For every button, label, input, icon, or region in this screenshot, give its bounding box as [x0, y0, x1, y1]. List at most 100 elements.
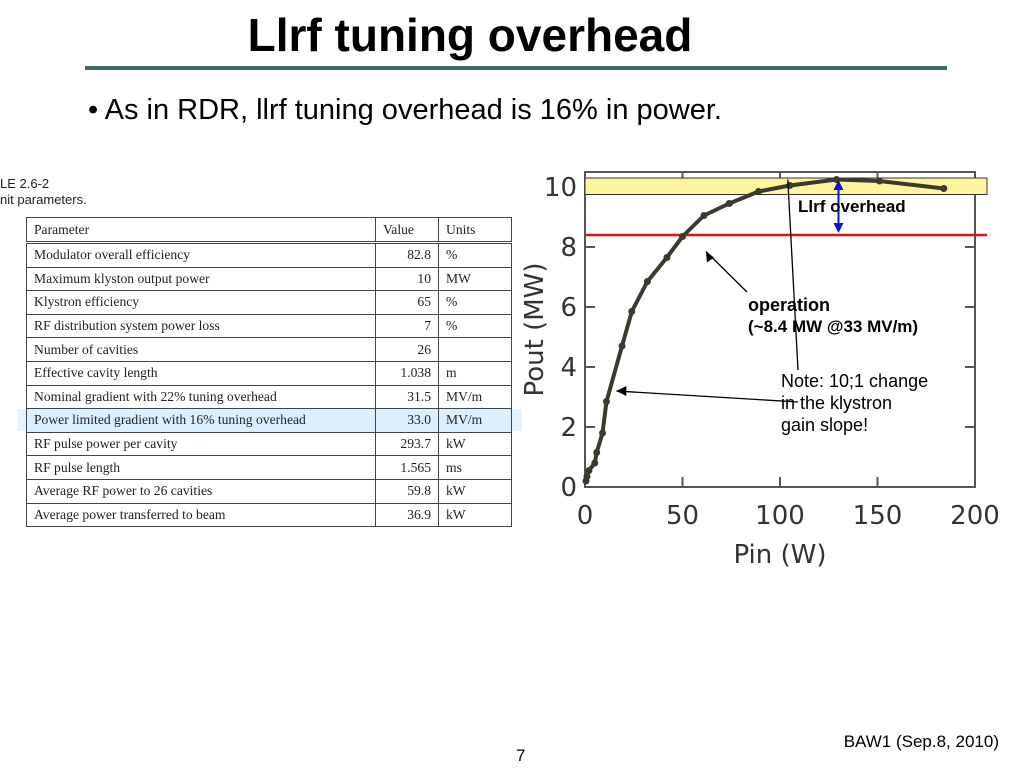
data-point: [602, 398, 610, 405]
note-line2: in the klystron: [781, 393, 893, 413]
operation-label-line1: operation: [748, 295, 831, 315]
table-row: Maximum klyston output power 10 MW: [26, 266, 512, 292]
table-row: Number of cavities 26: [26, 337, 512, 362]
cell-value: 1.038: [375, 360, 439, 386]
cell-units: kW: [438, 502, 512, 528]
cell-parameter: Modulator overall efficiency: [26, 242, 376, 268]
cell-parameter: Klystron efficiency: [26, 290, 376, 315]
note-pointer-line: [616, 390, 799, 403]
table-row: RF distribution system power loss 7%: [26, 313, 512, 339]
y-tick-label: 4: [560, 353, 577, 383]
table-row: Power limited gradient with 16% tuning o…: [26, 408, 512, 433]
cell-value: 65: [375, 290, 439, 315]
cell-units: MV/m: [438, 408, 512, 433]
cell-parameter: Effective cavity length: [26, 360, 376, 386]
table-caption-line2: nit parameters.: [0, 192, 87, 207]
cell-units: [438, 337, 512, 362]
x-tick-label: 100: [755, 501, 805, 531]
cell-parameter: Average power transferred to beam: [26, 502, 376, 528]
y-axis-label: Pout (MW): [520, 262, 550, 396]
slide-title: Llrf tuning overhead: [247, 9, 693, 61]
cell-value: 10: [375, 266, 439, 292]
cell-parameter: Maximum klyston output power: [26, 266, 376, 292]
overhead-arrow-head-down: [833, 223, 844, 233]
data-point: [599, 429, 607, 437]
data-point: [583, 473, 591, 480]
data-point: [875, 177, 883, 185]
cell-value: 293.7: [375, 431, 439, 457]
y-tick-label: 6: [560, 293, 577, 323]
power-curve-chart: 0 50 100 150 200 0 2 4 6 8 10 Pin (W) Pout (MW): [520, 171, 1000, 570]
data-point: [618, 342, 626, 350]
cell-parameter: RF pulse power per cavity: [26, 431, 376, 457]
note-line3: gain slope!: [781, 415, 869, 435]
operation-label-line2: (~8.4 MW @33 MV/m): [748, 317, 919, 336]
table-caption-line1: LE 2.6-2: [0, 176, 50, 191]
cell-units: %: [438, 313, 512, 339]
cell-parameter: Nominal gradient with 22% tuning overhea…: [26, 384, 376, 410]
title-underline: [85, 66, 947, 70]
cell-parameter: RF distribution system power loss: [26, 313, 376, 339]
data-point: [725, 200, 733, 207]
cell-units: m: [438, 360, 512, 386]
table-row: Average power transferred to beam 36.9 kW: [26, 502, 512, 528]
data-point: [591, 459, 599, 467]
cell-units: MV/m: [438, 384, 512, 410]
data-point: [700, 212, 708, 219]
y-tick-label: 10: [544, 173, 577, 203]
cell-units: %: [438, 242, 512, 268]
cell-parameter: Average RF power to 26 cavities: [26, 478, 376, 504]
bullet-point: • As in RDR, llrf tuning overhead is 16%…: [88, 94, 722, 126]
y-tick-label: 0: [560, 473, 577, 503]
cell-units: MW: [438, 266, 512, 292]
cell-value: 26: [375, 337, 439, 362]
x-axis-label: Pin (W): [733, 540, 826, 570]
table-row: Nominal gradient with 22% tuning overhea…: [26, 384, 512, 410]
cell-units: kW: [438, 478, 512, 504]
data-point: [755, 188, 763, 195]
cell-value: 31.5: [375, 384, 439, 410]
table-row: Modulator overall efficiency 82.8%: [26, 242, 512, 268]
x-tick-label: 150: [853, 501, 903, 531]
data-point: [679, 233, 686, 240]
table-row: Average RF power to 26 cavities 59.8 kW: [26, 478, 512, 504]
data-point: [628, 308, 636, 315]
cell-value: 33.0: [375, 408, 439, 433]
cell-value: 36.9: [375, 502, 439, 528]
cell-parameter: Number of cavities: [26, 337, 376, 362]
table-row: Klystron efficiency 65%: [26, 290, 512, 315]
header-value: Value: [375, 217, 439, 244]
parameter-table: Parameter Value Units Modulator overall …: [26, 217, 512, 528]
table-caption: LE 2.6-2 nit parameters.: [0, 176, 87, 208]
cell-parameter: RF pulse length: [26, 455, 376, 480]
cell-value: 59.8: [375, 478, 439, 504]
data-point: [663, 254, 671, 261]
note-line1: Note: 10;1 change: [781, 371, 929, 391]
cell-units: %: [438, 290, 512, 315]
x-tick-label: 50: [666, 501, 699, 531]
page-number: 7: [516, 746, 526, 765]
note-pointer-line-upper: [787, 179, 799, 371]
cell-parameter: Power limited gradient with 16% tuning o…: [26, 408, 376, 433]
table-header-row: Parameter Value Units: [26, 217, 512, 244]
operation-label: operation (~8.4 MW @33 MV/m): [748, 294, 918, 338]
cell-value: 7: [375, 313, 439, 339]
data-point: [585, 467, 593, 474]
cell-value: 82.8: [375, 242, 439, 268]
operation-pointer-arrowhead: [705, 251, 714, 263]
table-row: RF pulse length 1.565 ms: [26, 455, 512, 480]
y-tick-label: 2: [560, 413, 577, 443]
note-pointer-arrowhead: [616, 386, 627, 396]
table-row: Effective cavity length 1.038 m: [26, 360, 512, 386]
cell-value: 1.565: [375, 455, 439, 480]
y-tick-label: 8: [560, 233, 577, 263]
table-body: Modulator overall efficiency 82.8% Maximum…: [26, 242, 512, 528]
data-point: [940, 185, 948, 192]
cell-units: ms: [438, 455, 512, 480]
overhead-arrow-head-up: [833, 180, 844, 190]
data-point: [786, 182, 794, 189]
cell-units: kW: [438, 431, 512, 457]
x-tick-label: 0: [577, 501, 594, 531]
x-tick-label: 200: [950, 501, 1000, 531]
header-units: Units: [438, 217, 512, 244]
